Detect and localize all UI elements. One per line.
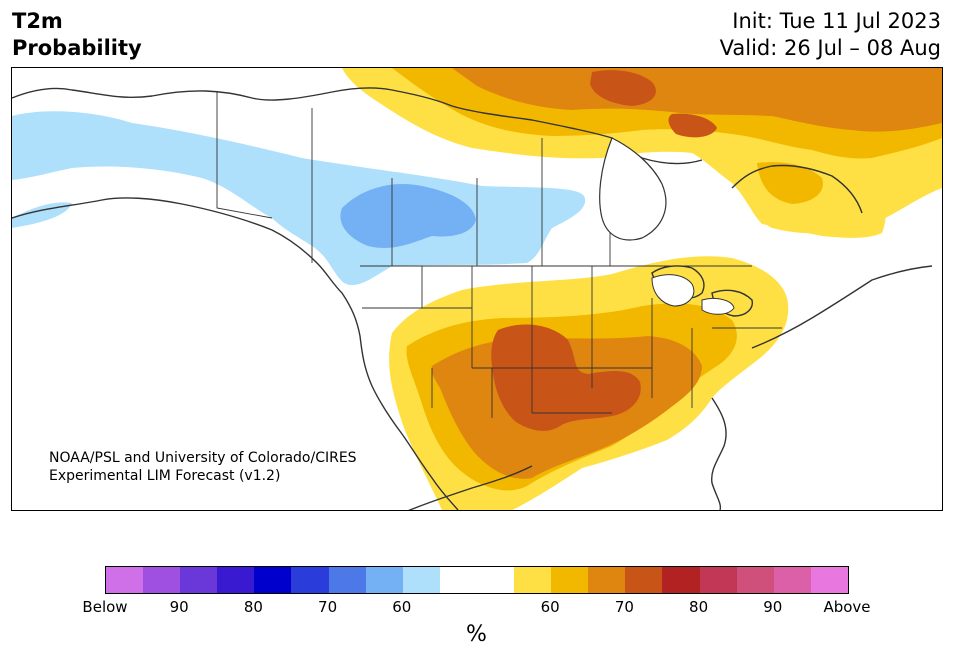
hudson-bay [599, 137, 667, 241]
cool-region-light [12, 111, 586, 286]
warm-arctic-inner [452, 68, 942, 132]
colorbar-tick-label: 70 [318, 598, 338, 616]
colorbar-ticks: Below 90 80 70 60 60 70 80 90 Above [82, 598, 870, 618]
colorbar-cell [439, 567, 477, 593]
colorbar-units: % [466, 622, 487, 647]
great-lakes [651, 274, 735, 315]
colorbar-cell [328, 567, 366, 593]
colorbar-cell [365, 567, 403, 593]
title-line-2: Probability [12, 36, 142, 60]
colorbar-cell [402, 567, 440, 593]
borders [216, 92, 782, 418]
title-line-1: T2m [12, 9, 63, 33]
colorbar-tick-label: Below [82, 598, 128, 616]
colorbar-cell [773, 567, 811, 593]
colorbar-tick-label: 60 [392, 598, 412, 616]
colorbar-cell [514, 567, 552, 593]
forecast-dates: Init: Tue 11 Jul 2023 Valid: 26 Jul – 08… [720, 8, 941, 62]
warm-plains-core [491, 324, 641, 431]
colorbar-cell [254, 567, 292, 593]
colorbar-tick-label: Above [823, 598, 871, 616]
credit-line-1: NOAA/PSL and University of Colorado/CIRE… [49, 450, 357, 466]
cool-region-light-2 [12, 202, 72, 228]
map-panel [11, 67, 943, 511]
warm-quebec-inner [757, 162, 823, 204]
valid-date: Valid: 26 Jul – 08 Aug [719, 36, 941, 60]
colorbar-tick-label: 80 [689, 598, 709, 616]
init-date: Init: Tue 11 Jul 2023 [732, 9, 941, 33]
plot-title: T2m Probability [12, 8, 142, 62]
credit-line-2: Experimental LIM Forecast (v1.2) [49, 468, 281, 484]
colorbar-cell [625, 567, 663, 593]
warm-arctic-core [590, 70, 656, 106]
colorbar-tick-label: 90 [169, 598, 189, 616]
colorbar-cell [476, 567, 515, 593]
colorbar-cell [736, 567, 774, 593]
colorbar-cell [291, 567, 329, 593]
colorbar-cell [551, 567, 589, 593]
colorbar-cell [180, 567, 218, 593]
colorbar-cell [217, 567, 255, 593]
colorbar-cell [588, 567, 626, 593]
colorbar-cell [662, 567, 700, 593]
colorbar-tick-label: 60 [540, 598, 560, 616]
colorbar-cell [699, 567, 737, 593]
colorbar-cell [143, 567, 181, 593]
credit-text: NOAA/PSL and University of Colorado/CIRE… [49, 449, 357, 485]
cool-region-core [340, 184, 476, 248]
colorbar-tick-label: 90 [763, 598, 783, 616]
colorbar-tick-label: 80 [243, 598, 263, 616]
north-america-map [12, 68, 942, 510]
colorbar-cell [810, 567, 848, 593]
colorbar-tick-label: 70 [614, 598, 634, 616]
colorbar-cell [106, 567, 144, 593]
warm-arctic-core-2 [668, 113, 717, 138]
colorbar [105, 566, 849, 594]
